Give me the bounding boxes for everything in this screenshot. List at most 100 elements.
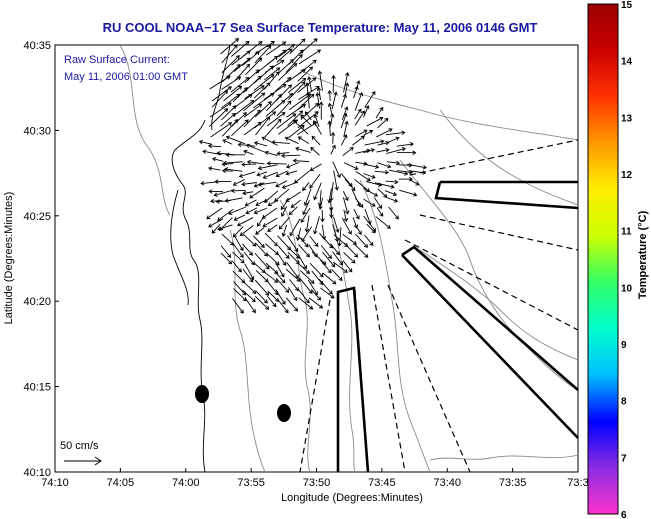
current-arrow (375, 106, 384, 119)
current-arrow (285, 191, 301, 202)
current-arrow (407, 163, 427, 170)
current-arrow (277, 59, 295, 75)
current-arrow (329, 207, 334, 219)
current-arrow (233, 234, 244, 252)
current-arrow (243, 109, 261, 128)
current-arrow (256, 215, 265, 227)
current-arrow (255, 116, 271, 136)
current-arrow (377, 162, 392, 169)
current-arrow (311, 135, 321, 146)
current-arrow (222, 139, 233, 145)
current-arrow (244, 85, 265, 100)
current-arrow (341, 217, 352, 235)
current-arrow (327, 120, 332, 137)
current-arrow (243, 92, 266, 112)
current-arrow (277, 245, 290, 259)
current-arrow (313, 216, 320, 235)
current-arrow (332, 261, 348, 273)
current-arrow (353, 243, 369, 258)
current-arrow (322, 251, 336, 268)
current-arrow (355, 171, 371, 182)
current-arrow (208, 218, 224, 228)
current-arrow (289, 38, 306, 55)
current-arrow (253, 92, 275, 109)
colorbar-tick-label: 8 (621, 397, 627, 408)
current-arrow (265, 99, 286, 117)
current-arrow (209, 75, 231, 90)
current-arrow (363, 105, 370, 118)
current-arrow (198, 139, 213, 145)
current-arrow (290, 199, 302, 208)
current-arrow (211, 86, 232, 102)
current-arrow (300, 114, 312, 126)
current-arrow (242, 51, 260, 67)
current-arrow (243, 103, 263, 118)
current-arrow (245, 207, 258, 215)
current-arrow (352, 135, 365, 146)
current-arrow (211, 223, 221, 234)
current-arrow (303, 188, 312, 207)
current-arrow (320, 259, 332, 274)
current-arrow (320, 209, 325, 223)
current-arrow (284, 136, 299, 145)
current-arrow (331, 91, 338, 110)
current-arrow (234, 63, 251, 82)
current-arrow (255, 55, 279, 74)
current-arrow (386, 196, 399, 203)
current-arrow (278, 216, 291, 230)
current-arrow (297, 77, 317, 93)
current-arrow (276, 151, 290, 156)
current-arrow (287, 77, 307, 93)
current-arrow (276, 113, 297, 129)
current-arrow (344, 162, 359, 170)
current-arrow (385, 179, 399, 185)
current-arrow (220, 252, 233, 265)
current-arrow (253, 141, 268, 147)
current-arrow (281, 224, 288, 237)
current-arrow (388, 169, 409, 176)
colorbar-tick-label: 10 (621, 283, 633, 294)
current-arrow (267, 224, 278, 232)
y-tick-label: 40:25 (23, 211, 51, 223)
current-arrow (353, 208, 360, 220)
current-arrow (232, 298, 244, 314)
current-arrow (366, 116, 384, 127)
current-arrow (232, 226, 244, 238)
current-arrow (221, 233, 235, 246)
current-arrow (302, 200, 310, 216)
current-arrow (242, 190, 254, 196)
current-arrow (289, 218, 301, 237)
current-arrow (255, 199, 268, 207)
x-tick-label: 73:3 (567, 477, 588, 489)
current-arrow (286, 262, 299, 279)
current-arrow (239, 225, 254, 237)
current-arrow (388, 206, 399, 220)
current-arrow (340, 93, 347, 108)
current-arrow (354, 91, 364, 111)
current-arrow (375, 216, 391, 229)
current-arrow (231, 40, 250, 57)
colorbar-tick-label: 7 (621, 453, 627, 464)
current-arrow (280, 206, 288, 217)
current-arrow (377, 117, 389, 129)
current-arrow (363, 163, 380, 169)
current-arrow (285, 268, 301, 282)
current-vectors (198, 38, 427, 314)
current-arrow (221, 105, 237, 121)
current-arrow (363, 198, 376, 207)
current-arrow (297, 253, 307, 270)
current-arrow (354, 108, 362, 120)
current-arrow (262, 171, 278, 179)
current-arrow (342, 197, 350, 215)
current-arrow (340, 134, 348, 146)
current-arrow (276, 48, 293, 63)
current-arrow (257, 181, 277, 187)
current-arrow (340, 112, 348, 129)
current-arrow (316, 86, 322, 101)
current-arrow (355, 129, 368, 138)
current-arrow (257, 164, 278, 171)
current-arrow (409, 179, 420, 186)
current-arrow (230, 77, 250, 93)
map-title: RU COOL NOAA−17 Sea Surface Temperature:… (102, 20, 538, 35)
current-arrow (278, 63, 298, 81)
